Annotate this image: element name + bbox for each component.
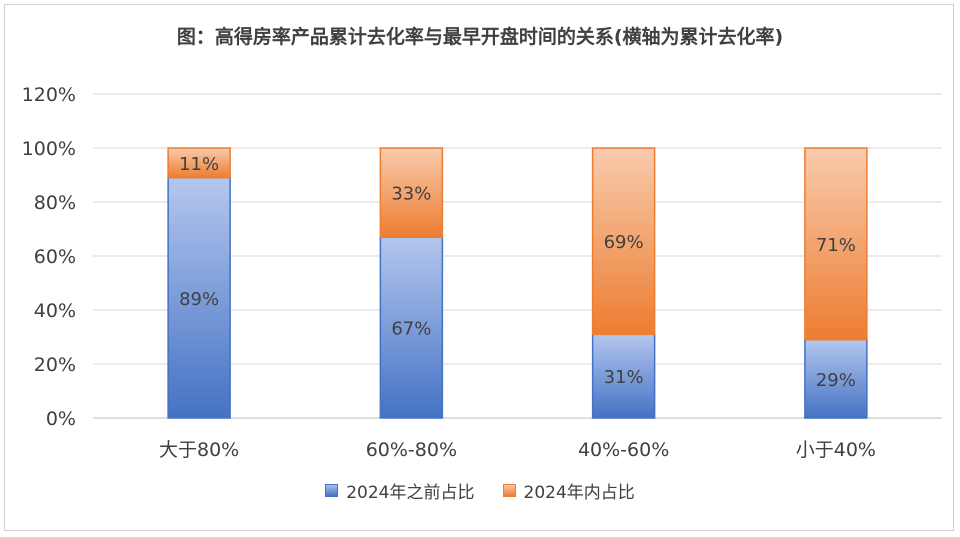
- y-tick-label: 60%: [34, 246, 76, 268]
- bars: 89% 11% 67% 33% 31% 69% 29% 71%: [167, 147, 868, 419]
- legend-swatch-orange: [502, 484, 516, 497]
- legend-swatch-blue: [325, 484, 339, 497]
- data-label: 69%: [604, 232, 644, 253]
- data-label: 11%: [179, 154, 219, 175]
- legend-item-before-2024: 2024年之前占比: [325, 478, 475, 503]
- x-tick-label: 40%-60%: [578, 439, 669, 461]
- x-axis: 大于80% 60%-80% 40%-60% 小于40%: [159, 439, 876, 461]
- y-tick-label: 100%: [22, 138, 76, 160]
- chart-frame: [4, 4, 954, 531]
- gridlines: [93, 93, 942, 419]
- legend-item-within-2024: 2024年内占比: [502, 478, 635, 503]
- x-tick-label: 小于40%: [796, 439, 876, 461]
- x-tick-label: 60%-80%: [366, 439, 457, 461]
- bar-segment-within-2024: [379, 147, 444, 238]
- y-tick-label: 120%: [22, 84, 76, 106]
- y-tick-label: 80%: [34, 192, 76, 214]
- data-label: 89%: [179, 289, 219, 310]
- bar-segment-within-2024: [167, 147, 231, 179]
- y-tick-label: 0%: [46, 408, 76, 430]
- chart-title: 图：高得房率产品累计去化率与最早开盘时间的关系(横轴为累计去化率): [176, 26, 784, 48]
- data-label: 31%: [604, 367, 644, 388]
- y-axis: 0% 20% 40% 60% 80% 100% 120%: [22, 84, 76, 430]
- data-label: 71%: [816, 235, 856, 256]
- bar-segment-within-2024: [591, 147, 656, 336]
- data-label: 33%: [391, 184, 431, 205]
- legend-label-before-2024: 2024年之前占比: [346, 483, 475, 503]
- x-tick-label: 大于80%: [159, 439, 239, 461]
- bar-segment-before-2024: [379, 236, 444, 419]
- bar-segment-before-2024: [591, 333, 656, 419]
- legend-label-within-2024: 2024年内占比: [523, 483, 635, 503]
- bar-segment-before-2024: [167, 176, 231, 419]
- legend: 2024年之前占比 2024年内占比: [0, 478, 960, 503]
- y-tick-label: 40%: [34, 300, 76, 322]
- bar-segment-before-2024: [804, 338, 868, 419]
- data-label: 29%: [816, 370, 856, 391]
- bar-segment-within-2024: [804, 147, 868, 341]
- y-tick-label: 20%: [34, 354, 76, 376]
- data-label: 67%: [391, 319, 431, 340]
